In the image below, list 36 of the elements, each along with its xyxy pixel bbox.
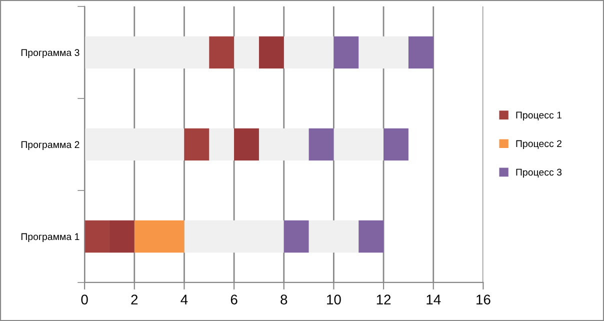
bar bbox=[408, 36, 434, 69]
legend-label: Процесс 1 bbox=[516, 112, 562, 120]
x-tick-label: 16 bbox=[476, 294, 490, 304]
y-tick-label: Программа 3 bbox=[21, 49, 80, 58]
bar bbox=[258, 128, 309, 161]
x-tick-label: 4 bbox=[180, 294, 188, 304]
bar bbox=[258, 36, 284, 69]
bar bbox=[84, 128, 184, 161]
bar bbox=[184, 220, 284, 253]
bar bbox=[209, 36, 234, 69]
bar bbox=[84, 36, 210, 69]
bar bbox=[384, 128, 408, 161]
legend-label: Процесс 3 bbox=[516, 168, 562, 178]
x-tick-label: 10 bbox=[327, 294, 341, 304]
y-tick-label: Программа 2 bbox=[21, 141, 80, 150]
y-tick-label: Программа 1 bbox=[21, 233, 80, 242]
x-tick-label: 14 bbox=[426, 294, 441, 304]
bar bbox=[184, 128, 210, 161]
bar bbox=[308, 128, 334, 161]
x-tick-label: 0 bbox=[81, 294, 88, 304]
bar bbox=[358, 36, 408, 69]
bar bbox=[334, 128, 384, 161]
bar bbox=[308, 220, 359, 253]
bar bbox=[234, 36, 259, 69]
legend-label: Процесс 2 bbox=[516, 140, 562, 150]
bar bbox=[358, 220, 384, 253]
bar bbox=[209, 128, 234, 161]
x-tick-label: 8 bbox=[280, 294, 288, 304]
bar bbox=[234, 128, 259, 161]
x-tick-label: 2 bbox=[131, 294, 138, 304]
bar bbox=[284, 220, 309, 253]
x-tick-label: 12 bbox=[376, 294, 391, 304]
bar bbox=[284, 36, 334, 69]
x-tick-label: 6 bbox=[230, 294, 238, 304]
bar bbox=[334, 36, 359, 69]
bar bbox=[134, 220, 184, 253]
